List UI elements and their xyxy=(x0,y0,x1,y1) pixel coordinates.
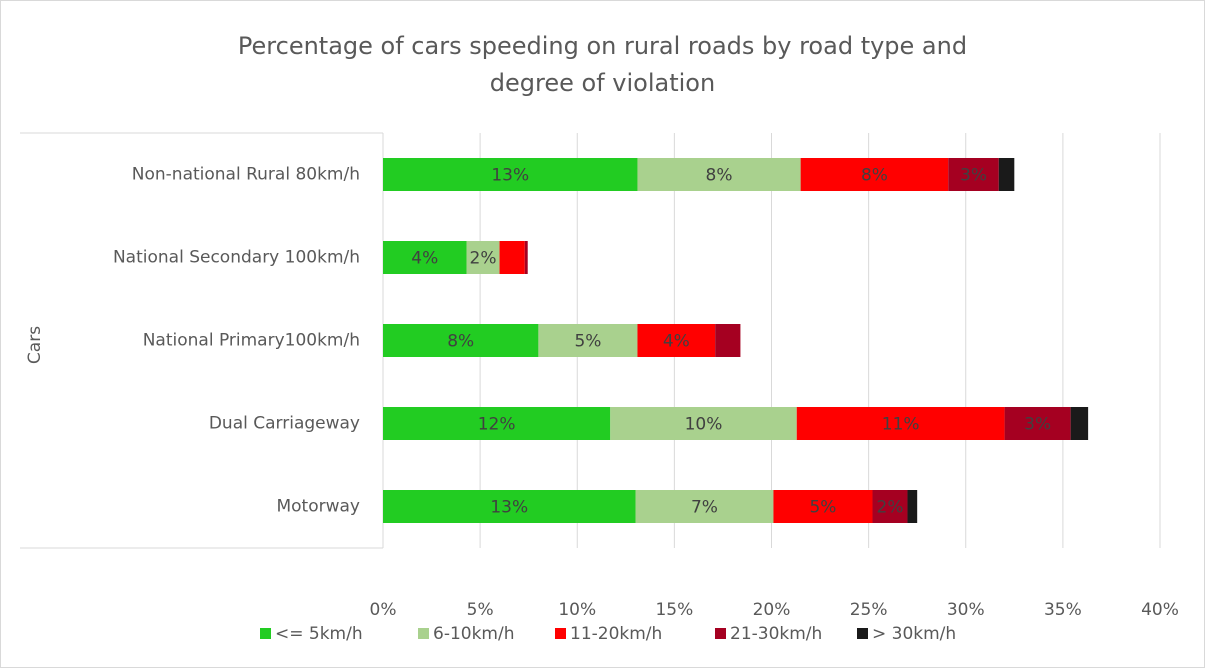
legend-swatch xyxy=(418,628,429,639)
bar-segment xyxy=(948,158,999,191)
bar-segment xyxy=(715,324,741,357)
legend-swatch xyxy=(715,628,726,639)
y-tick-label: Dual Carriageway xyxy=(209,414,360,434)
bar-segment xyxy=(383,241,467,274)
data-label: 8% xyxy=(706,166,733,186)
bar-segment xyxy=(383,407,611,440)
x-tick-label: 25% xyxy=(850,600,888,620)
bar-segment xyxy=(637,324,716,357)
data-label: 8% xyxy=(447,332,474,352)
chart-title: Percentage of cars speeding on rural roa… xyxy=(237,32,968,97)
y-tick-label: National Secondary 100km/h xyxy=(113,248,360,268)
bar-segment xyxy=(524,241,528,274)
bar-segment xyxy=(637,158,801,191)
data-label: 13% xyxy=(490,498,528,518)
bar-segment xyxy=(538,324,638,357)
data-label: 12% xyxy=(478,415,516,435)
data-label: 13% xyxy=(491,166,529,186)
bar-segment xyxy=(1004,407,1071,440)
data-label: 3% xyxy=(1024,415,1051,435)
data-label: 8% xyxy=(861,166,888,186)
data-label: 2% xyxy=(470,249,497,269)
data-label: 11% xyxy=(882,415,920,435)
bar-segment xyxy=(499,241,525,274)
bar-segment xyxy=(466,241,500,274)
x-tick-label: 10% xyxy=(558,600,596,620)
data-label: 3% xyxy=(960,166,987,186)
bar-segment xyxy=(800,158,949,191)
bar-segment xyxy=(383,158,638,191)
bar-segment xyxy=(872,490,908,523)
bar-segment xyxy=(383,324,539,357)
y-tick-label: Motorway xyxy=(276,497,360,517)
legend-swatch xyxy=(260,628,271,639)
x-tick-label: 15% xyxy=(655,600,693,620)
data-label: 4% xyxy=(663,332,690,352)
legend-label: <= 5km/h xyxy=(275,624,363,644)
y-tick-label: Non-national Rural 80km/h xyxy=(132,165,360,185)
bar-segment xyxy=(773,490,873,523)
data-label: 4% xyxy=(411,249,438,269)
y-axis-label: Cars xyxy=(25,326,45,364)
data-label: 7% xyxy=(691,498,718,518)
bar-segment xyxy=(1070,407,1089,440)
bar-segment xyxy=(383,490,636,523)
legend-swatch xyxy=(555,628,566,639)
bar-segment xyxy=(796,407,1005,440)
legend-label: 21-30km/h xyxy=(730,624,822,644)
x-tick-label: 5% xyxy=(467,600,494,620)
x-tick-label: 20% xyxy=(753,600,791,620)
legend-swatch xyxy=(857,628,868,639)
x-tick-label: 40% xyxy=(1141,600,1179,620)
x-tick-label: 30% xyxy=(947,600,985,620)
bar-segment xyxy=(635,490,774,523)
y-tick-label: National Primary100km/h xyxy=(143,331,360,351)
legend-label: > 30km/h xyxy=(872,624,956,644)
data-label: 5% xyxy=(809,498,836,518)
data-label: 5% xyxy=(574,332,601,352)
data-label: 10% xyxy=(685,415,723,435)
legend-label: 6-10km/h xyxy=(433,624,515,644)
legend-label: 11-20km/h xyxy=(570,624,662,644)
bar-segment xyxy=(998,158,1015,191)
bar-segment xyxy=(610,407,797,440)
x-tick-label: 35% xyxy=(1044,600,1082,620)
data-label: 2% xyxy=(877,498,904,518)
bar-segment xyxy=(907,490,918,523)
x-tick-label: 0% xyxy=(370,600,397,620)
